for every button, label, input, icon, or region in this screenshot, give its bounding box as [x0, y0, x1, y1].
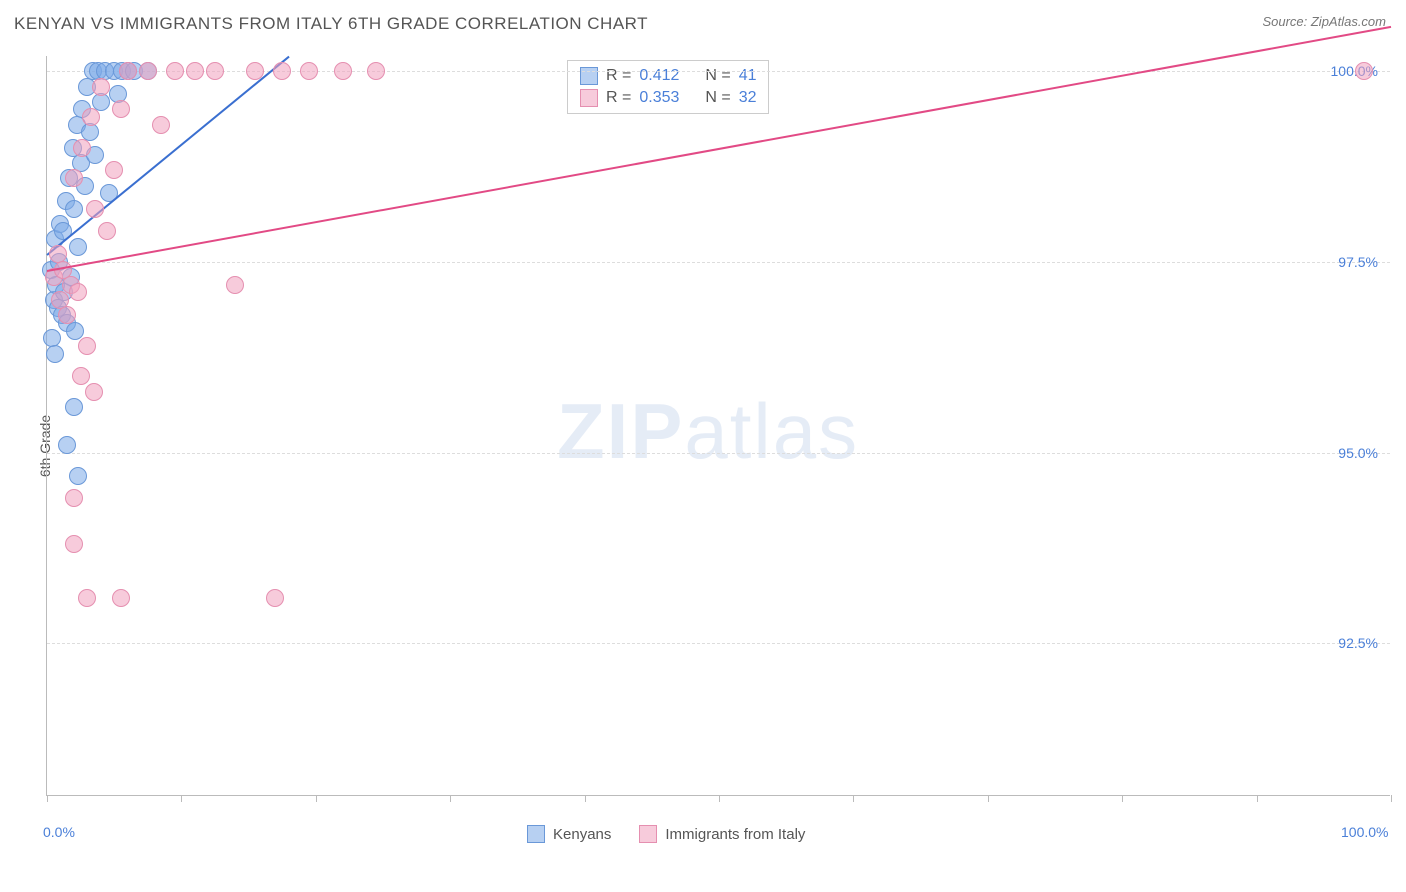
data-point	[69, 283, 87, 301]
data-point	[226, 276, 244, 294]
n-value: 32	[739, 89, 757, 107]
data-point	[206, 62, 224, 80]
data-point	[166, 62, 184, 80]
data-point	[112, 100, 130, 118]
legend-row: R = 0.412 N = 41	[568, 65, 768, 87]
data-point	[65, 489, 83, 507]
data-point	[65, 535, 83, 553]
x-tick	[1391, 795, 1392, 802]
x-tick	[181, 795, 182, 802]
data-point	[112, 589, 130, 607]
r-value: 0.353	[639, 89, 689, 107]
x-tick-label: 0.0%	[43, 824, 75, 840]
data-point	[266, 589, 284, 607]
x-tick	[450, 795, 451, 802]
data-point	[139, 62, 157, 80]
data-point	[273, 62, 291, 80]
series-legend-item: Kenyans	[527, 825, 611, 843]
series-legend: Kenyans Immigrants from Italy	[527, 825, 805, 843]
scatter-plot-area: ZIPatlas R = 0.412N = 41R = 0.353N = 32 …	[46, 56, 1390, 796]
gridline	[47, 262, 1390, 263]
data-point	[85, 383, 103, 401]
data-point	[78, 337, 96, 355]
data-point	[46, 345, 64, 363]
data-point	[65, 169, 83, 187]
data-point	[92, 78, 110, 96]
x-tick	[719, 795, 720, 802]
x-tick	[1257, 795, 1258, 802]
data-point	[300, 62, 318, 80]
data-point	[1355, 62, 1373, 80]
x-tick-label: 100.0%	[1341, 824, 1388, 840]
data-point	[98, 222, 116, 240]
data-point	[367, 62, 385, 80]
data-point	[65, 398, 83, 416]
data-point	[69, 238, 87, 256]
data-point	[78, 589, 96, 607]
data-point	[73, 139, 91, 157]
x-tick	[988, 795, 989, 802]
legend-swatch	[639, 825, 657, 843]
data-point	[105, 161, 123, 179]
series-name: Immigrants from Italy	[665, 826, 805, 843]
series-legend-item: Immigrants from Italy	[639, 825, 805, 843]
source-attribution: Source: ZipAtlas.com	[1262, 14, 1386, 29]
data-point	[58, 306, 76, 324]
x-tick	[853, 795, 854, 802]
data-point	[119, 62, 137, 80]
data-point	[86, 200, 104, 218]
legend-swatch	[580, 89, 598, 107]
data-point	[246, 62, 264, 80]
data-point	[334, 62, 352, 80]
gridline	[47, 643, 1390, 644]
series-name: Kenyans	[553, 826, 611, 843]
n-label: N =	[705, 67, 730, 85]
gridline	[47, 453, 1390, 454]
chart-header: KENYAN VS IMMIGRANTS FROM ITALY 6TH GRAD…	[0, 0, 1406, 42]
r-label: R =	[606, 89, 631, 107]
x-tick	[1122, 795, 1123, 802]
chart-title: KENYAN VS IMMIGRANTS FROM ITALY 6TH GRAD…	[14, 14, 648, 34]
data-point	[65, 200, 83, 218]
data-point	[69, 467, 87, 485]
data-point	[82, 108, 100, 126]
r-label: R =	[606, 67, 631, 85]
legend-swatch	[527, 825, 545, 843]
r-value: 0.412	[639, 67, 689, 85]
n-label: N =	[705, 89, 730, 107]
x-tick	[47, 795, 48, 802]
x-tick	[585, 795, 586, 802]
data-point	[58, 436, 76, 454]
data-point	[66, 322, 84, 340]
y-tick-label: 92.5%	[1338, 635, 1378, 651]
y-tick-label: 97.5%	[1338, 254, 1378, 270]
correlation-legend: R = 0.412 N = 41 R = 0.353 N = 32	[567, 60, 769, 114]
data-point	[72, 367, 90, 385]
watermark: ZIPatlas	[557, 386, 859, 477]
y-tick-label: 95.0%	[1338, 445, 1378, 461]
data-point	[186, 62, 204, 80]
n-value: 41	[739, 67, 757, 85]
x-tick	[316, 795, 317, 802]
legend-swatch	[580, 67, 598, 85]
data-point	[152, 116, 170, 134]
legend-row: R = 0.353 N = 32	[568, 87, 768, 109]
